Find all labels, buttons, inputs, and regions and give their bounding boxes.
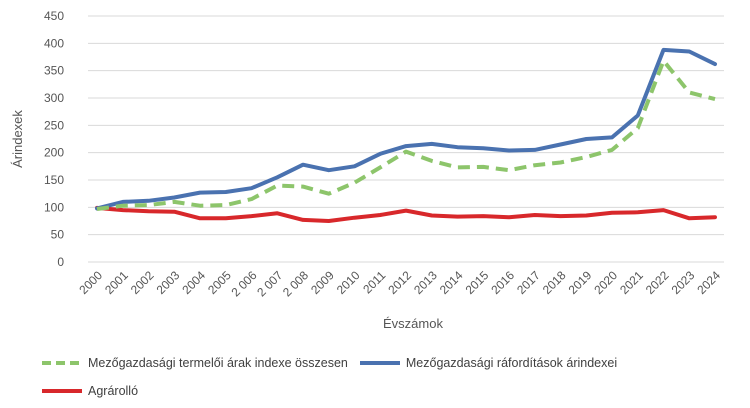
legend-swatch-termeloi	[42, 361, 82, 365]
x-tick-label: 2023	[669, 268, 698, 297]
x-tick-label: 2010	[334, 268, 363, 297]
x-tick-label: 2 008	[280, 268, 311, 299]
x-tick-label: 2000	[76, 268, 105, 297]
x-tick-label: 2021	[617, 268, 646, 297]
x-tick-label: 2018	[540, 268, 569, 297]
y-tick-label: 0	[57, 255, 64, 269]
x-tick-label: 2 007	[254, 268, 285, 299]
series-line-0	[96, 58, 716, 211]
legend-item-raforditasok: Mezőgazdasági ráfordítások árindexei	[358, 356, 617, 370]
legend-swatch-agrarollo	[42, 389, 82, 393]
x-tick-label: 2015	[463, 268, 492, 297]
x-tick-label: 2001	[102, 268, 131, 297]
x-tick-label: 2009	[308, 268, 337, 297]
legend-item-termeloi: Mezőgazdasági termelői árak indexe össze…	[40, 356, 348, 370]
x-axis-title: Évszámok	[383, 316, 443, 331]
legend-swatch-raforditasok	[359, 361, 400, 365]
y-tick-label: 100	[44, 200, 64, 214]
y-axis-tick-labels: 0 50 100 150 200 250 300 350 400 450	[44, 9, 64, 269]
series-lines	[95, 47, 717, 223]
x-tick-label: 2002	[128, 268, 157, 297]
x-tick-label: 2014	[437, 268, 466, 297]
series-line-2	[95, 205, 717, 223]
x-tick-label: 2004	[179, 268, 208, 297]
x-tick-label: 2019	[566, 268, 595, 297]
x-tick-label: 2024	[694, 268, 723, 297]
y-axis-title: Árindexek	[10, 110, 25, 168]
legend-item-agrarollo: Agrárolló	[40, 384, 138, 398]
x-tick-label: 2003	[154, 268, 183, 297]
y-tick-label: 300	[44, 91, 64, 105]
y-tick-label: 50	[51, 228, 65, 242]
gridlines	[88, 15, 724, 263]
x-tick-label: 2011	[360, 268, 388, 296]
x-tick-label: 2005	[205, 268, 234, 297]
x-tick-label: 2016	[488, 268, 517, 297]
x-tick-label: 2017	[514, 268, 543, 297]
y-tick-label: 450	[44, 9, 64, 23]
legend-label-raforditasok: Mezőgazdasági ráfordítások árindexei	[405, 356, 618, 370]
y-tick-label: 350	[44, 64, 64, 78]
legend-label-agrarollo: Agrárolló	[88, 384, 139, 398]
x-tick-label: 2 006	[228, 268, 259, 299]
y-tick-label: 150	[44, 173, 64, 187]
series-line-1	[95, 47, 717, 211]
y-tick-label: 250	[44, 118, 64, 132]
y-tick-label: 200	[44, 146, 64, 160]
legend-label-termeloi: Mezőgazdasági termelői árak indexe össze…	[88, 356, 348, 370]
x-tick-label: 2012	[385, 268, 414, 297]
x-tick-label: 2013	[411, 268, 440, 297]
y-tick-label: 400	[44, 36, 64, 50]
x-tick-label: 2022	[643, 268, 672, 297]
x-tick-label: 2020	[591, 268, 620, 297]
